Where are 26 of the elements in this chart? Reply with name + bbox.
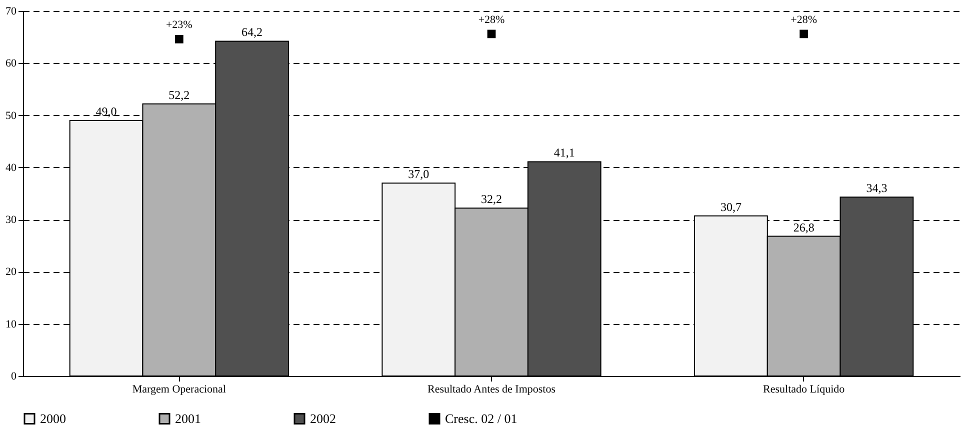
legend-label: Cresc. 02 / 01 — [445, 410, 518, 426]
data-label: 26,8 — [793, 220, 814, 234]
y-tick-label: 30 — [6, 214, 17, 226]
x-tick-label: Resultado Antes de Impostos — [427, 384, 556, 396]
data-label: 64,2 — [242, 25, 263, 40]
y-tick-label: 0 — [11, 370, 17, 382]
data-label: 34,3 — [866, 181, 888, 196]
y-tick-label: 40 — [6, 162, 17, 174]
legend-label: 2002 — [310, 410, 336, 426]
data-label: 32,2 — [481, 192, 502, 206]
legend-label: 2000 — [40, 410, 66, 426]
y-tick-label: 10 — [6, 318, 17, 330]
y-tick-label: 50 — [6, 110, 17, 122]
y-tick-label: 60 — [6, 58, 17, 70]
data-label: 41,1 — [554, 146, 575, 160]
data-label: 52,2 — [168, 88, 190, 102]
legend-label: 2001 — [175, 410, 201, 426]
annotation: +23% — [166, 19, 192, 32]
x-tick-label: Resultado Líquido — [763, 384, 846, 396]
annotation: +28% — [478, 14, 505, 26]
y-tick-label: 20 — [6, 266, 17, 278]
data-label: 30,7 — [720, 200, 742, 214]
annotation: +28% — [790, 14, 818, 26]
data-label: 37,0 — [408, 167, 430, 182]
y-tick-label: 70 — [6, 6, 17, 18]
x-tick-label: Margem Operacional — [132, 384, 226, 396]
